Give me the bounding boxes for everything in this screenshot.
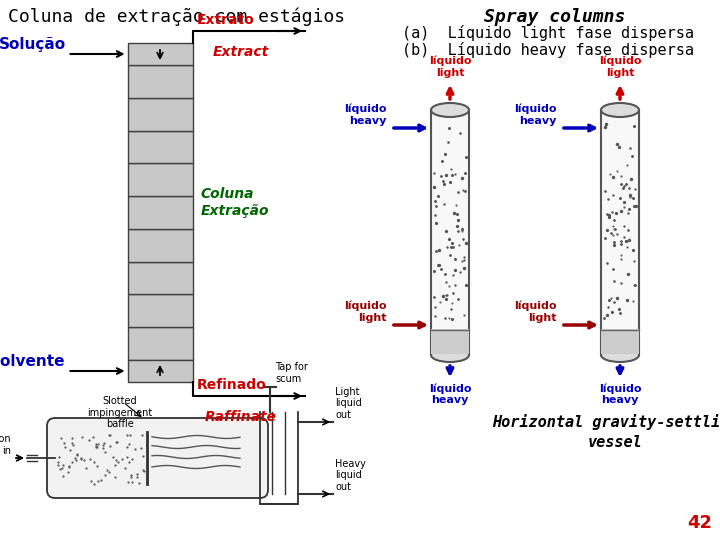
Text: líquido
light: líquido light — [515, 301, 557, 323]
Bar — [127, 229, 192, 262]
Text: líquido
light: líquido light — [599, 56, 642, 78]
Text: Coluna de extração com estágios: Coluna de extração com estágios — [8, 8, 345, 26]
Text: (b)  Líquido heavy fase dispersa: (b) Líquido heavy fase dispersa — [402, 42, 694, 58]
Text: (a)  Líquido light fase dispersa: (a) Líquido light fase dispersa — [402, 25, 694, 41]
Bar — [127, 262, 192, 294]
Bar — [431, 110, 469, 355]
Bar — [127, 360, 192, 382]
Text: líquido
light: líquido light — [344, 301, 387, 323]
Bar — [127, 98, 192, 131]
Bar — [127, 196, 192, 229]
FancyBboxPatch shape — [47, 418, 268, 498]
Bar — [127, 131, 192, 163]
Text: Extrato: Extrato — [197, 13, 254, 27]
Text: líquido
heavy: líquido heavy — [515, 104, 557, 126]
Bar — [601, 329, 639, 354]
Bar — [127, 163, 192, 196]
Ellipse shape — [431, 103, 469, 117]
Bar — [127, 294, 192, 327]
Text: Extract: Extract — [212, 45, 269, 59]
Text: Solvente: Solvente — [0, 354, 66, 369]
Bar — [127, 65, 192, 98]
Text: Heavy
liquid
out: Heavy liquid out — [335, 459, 366, 492]
Text: Coluna
Extração: Coluna Extração — [200, 187, 269, 218]
Ellipse shape — [601, 103, 639, 117]
Text: Refinado: Refinado — [197, 378, 266, 392]
Text: Raffinate: Raffinate — [204, 410, 276, 424]
Text: líquido
light: líquido light — [428, 56, 472, 78]
Text: Light
liquid
out: Light liquid out — [335, 387, 361, 420]
Text: Horizontal gravity-settling
vessel: Horizontal gravity-settling vessel — [492, 414, 720, 450]
Bar — [601, 110, 639, 355]
Text: Slotted
impingement
baffle: Slotted impingement baffle — [87, 396, 153, 429]
Text: líquido
heavy: líquido heavy — [428, 383, 472, 405]
Text: Emulsion
in: Emulsion in — [0, 434, 11, 456]
Text: líquido
heavy: líquido heavy — [344, 104, 387, 126]
Text: Spray columns: Spray columns — [485, 8, 626, 26]
Bar — [127, 43, 192, 65]
Bar — [127, 327, 192, 360]
Ellipse shape — [431, 348, 469, 362]
Bar — [431, 329, 469, 354]
Text: 42: 42 — [687, 514, 712, 532]
Text: Solução: Solução — [0, 37, 66, 52]
Text: líquido
heavy: líquido heavy — [599, 383, 642, 405]
Ellipse shape — [601, 348, 639, 362]
Text: Tap for
scum: Tap for scum — [275, 362, 308, 384]
